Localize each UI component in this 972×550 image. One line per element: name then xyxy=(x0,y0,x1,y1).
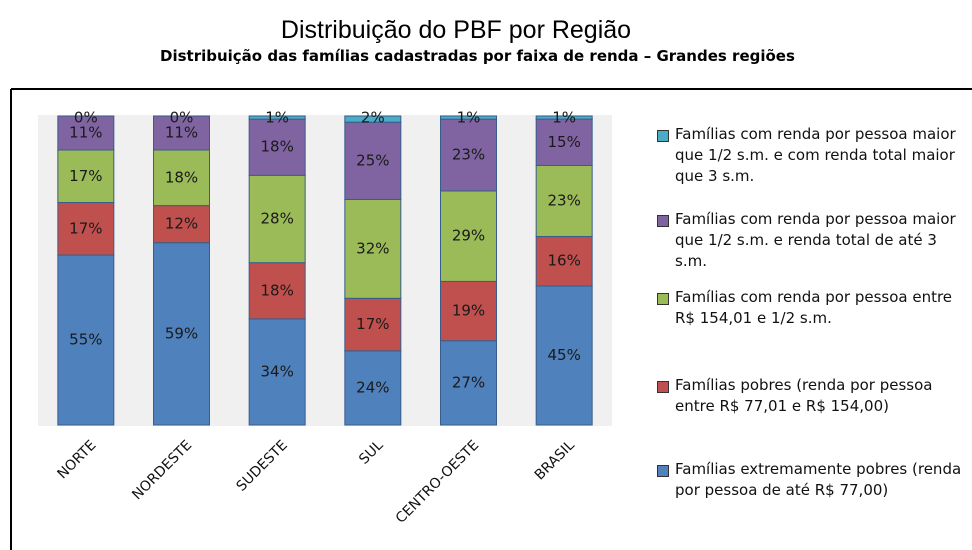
value-label: 19% xyxy=(452,302,485,320)
value-label: 16% xyxy=(547,252,580,270)
value-label: 1% xyxy=(265,109,289,127)
bar-segment xyxy=(535,236,593,287)
bar-segment xyxy=(344,297,402,352)
bar-segment xyxy=(535,285,593,426)
bar-segment xyxy=(153,115,210,151)
value-label: 1% xyxy=(457,109,481,127)
value-label: 18% xyxy=(165,168,198,186)
legend-label: Famílias pobres (renda por pessoa entre … xyxy=(675,376,933,415)
value-label: 11% xyxy=(165,123,198,141)
value-label: 24% xyxy=(356,378,389,396)
value-label: 15% xyxy=(547,133,580,151)
value-label: 17% xyxy=(69,167,102,185)
legend-label: Famílias extremamente pobres (renda por … xyxy=(675,460,962,499)
legend-swatch xyxy=(657,293,669,305)
plot-area xyxy=(38,115,612,426)
value-label: 0% xyxy=(170,109,194,127)
value-label: 55% xyxy=(69,331,102,349)
value-label: 1% xyxy=(552,109,576,127)
bar-segment xyxy=(535,115,593,120)
bar-segment xyxy=(153,242,210,426)
value-label: 17% xyxy=(69,219,102,237)
legend-item: Famílias com renda por pessoa entre R$ 1… xyxy=(657,287,967,329)
legend-item: Famílias pobres (renda por pessoa entre … xyxy=(657,375,967,417)
value-label: 45% xyxy=(547,346,580,364)
bar-segment xyxy=(57,149,115,204)
x-tick-label: CENTRO-OESTE xyxy=(393,437,482,526)
x-tick-label: SUL xyxy=(356,437,387,468)
bar-segment xyxy=(344,350,402,426)
legend-item: Famílias com renda por pessoa maior que … xyxy=(657,209,967,272)
legend-swatch xyxy=(657,215,669,227)
value-label: 18% xyxy=(260,281,293,299)
bar-segment xyxy=(57,115,115,151)
bar-segment xyxy=(440,115,497,120)
value-label: 32% xyxy=(356,239,389,257)
value-label: 12% xyxy=(165,215,198,233)
value-label: 11% xyxy=(69,123,102,141)
legend-item: Famílias com renda por pessoa maior que … xyxy=(657,124,967,187)
bar-segment xyxy=(153,149,210,207)
legend-item: Famílias extremamente pobres (renda por … xyxy=(657,459,967,501)
value-label: 59% xyxy=(165,324,198,342)
x-tick-label: NORDESTE xyxy=(129,437,195,503)
value-label: 34% xyxy=(260,362,293,380)
bar-segment xyxy=(344,115,402,123)
chart-title: Distribuição do PBF por Região xyxy=(280,16,632,44)
x-tick-label: NORTE xyxy=(55,437,100,482)
legend-label: Famílias com renda por pessoa maior que … xyxy=(675,125,956,185)
value-label: 17% xyxy=(356,315,389,333)
bar-segment xyxy=(248,174,306,264)
legend-label: Famílias com renda por pessoa maior que … xyxy=(675,210,956,270)
bar-segment xyxy=(248,318,306,426)
value-label: 23% xyxy=(547,191,580,209)
value-label: 28% xyxy=(260,210,293,228)
legend-swatch xyxy=(657,381,669,393)
value-label: 23% xyxy=(452,146,485,164)
bar-segment xyxy=(344,198,402,299)
value-label: 29% xyxy=(452,227,485,245)
bar-segment xyxy=(535,118,593,166)
value-label: 0% xyxy=(74,109,98,127)
x-tick-label: SUDESTE xyxy=(234,437,291,494)
bar-segment xyxy=(248,115,306,120)
value-label: 2% xyxy=(361,109,385,127)
chart-subtitle: Distribuição das famílias cadastradas po… xyxy=(160,47,795,65)
legend-swatch xyxy=(657,465,669,477)
legend-label: Famílias com renda por pessoa entre R$ 1… xyxy=(675,288,953,327)
bar-segment xyxy=(153,205,210,244)
bar-segment xyxy=(535,164,593,238)
value-label: 25% xyxy=(356,151,389,169)
bar-segment xyxy=(57,202,115,256)
value-label: 18% xyxy=(260,138,293,156)
legend-swatch xyxy=(657,130,669,142)
bar-segment xyxy=(440,280,497,342)
value-label: 27% xyxy=(452,373,485,391)
x-tick-label: BRASIL xyxy=(532,437,578,483)
